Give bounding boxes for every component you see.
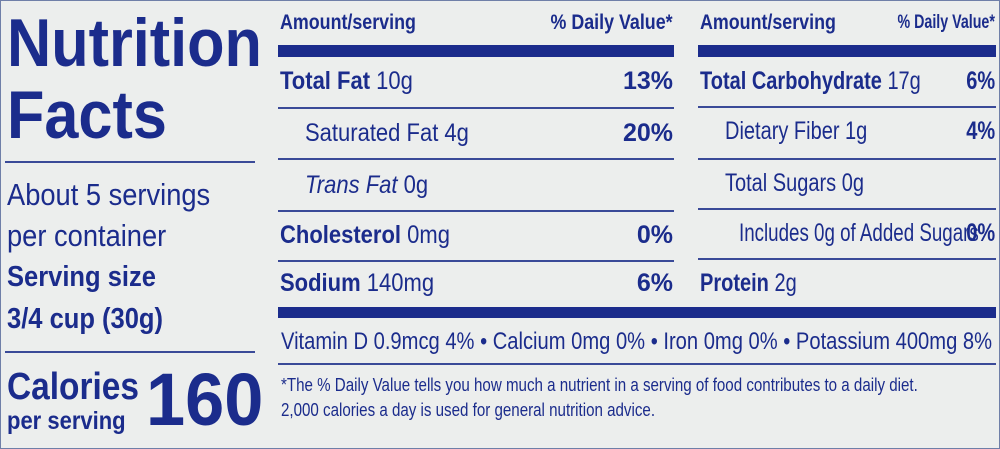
divider: [278, 210, 674, 212]
nutrient-name: Saturated Fat: [305, 119, 439, 147]
nutrient-amount: 1g: [845, 117, 868, 145]
servings-text: per container: [7, 218, 167, 253]
column-header: Amount/serving: [700, 11, 836, 34]
nutrient-name: Sodium: [280, 269, 361, 297]
divider: [698, 106, 996, 108]
column-header: % Daily Value*: [897, 12, 995, 33]
divider: [278, 158, 674, 160]
serving-size-label: Serving size: [7, 261, 156, 293]
nutrient-row: Total Sugars 0g: [725, 171, 864, 196]
nutrient-row: Dietary Fiber 1g: [725, 119, 867, 144]
nutrient-row: Trans Fat 0g: [305, 173, 428, 198]
title: Facts: [7, 77, 167, 153]
nutrient-row: Sodium 140mg: [280, 271, 434, 296]
nutrient-amount: 0g: [403, 171, 429, 199]
nutrient-row: Saturated Fat 4g: [305, 121, 469, 146]
nutrient-dv: 6%: [966, 67, 995, 95]
footnote: *The % Daily Value tells you how much a …: [281, 375, 918, 395]
divider: [278, 107, 674, 109]
nutrient-amount: 140mg: [366, 269, 435, 297]
title: Nutrition: [7, 5, 262, 81]
vitamins-line: Vitamin D 0.9mcg 4% • Calcium 0mg 0% • I…: [281, 328, 993, 355]
nutrient-dv: 6%: [636, 269, 673, 297]
divider: [5, 161, 255, 163]
calories-value: 160: [146, 358, 264, 441]
nutrient-dv: 13%: [622, 67, 673, 95]
footnote: 2,000 calories a day is used for general…: [281, 400, 656, 420]
divider: [278, 260, 674, 262]
thick-bar: [698, 45, 996, 57]
nutrient-amount: 4g: [444, 119, 469, 147]
serving-size-value: 3/4 cup (30g): [7, 303, 164, 335]
servings-text: About 5 servings: [7, 177, 211, 212]
nutrient-row: Cholesterol 0mg: [280, 223, 450, 248]
nutrient-amount: 2g: [774, 269, 797, 297]
thick-bar: [278, 307, 996, 318]
calories-label: Calories: [7, 366, 139, 408]
calories-sublabel: per serving: [7, 407, 126, 435]
nutrient-amount: 10g: [376, 67, 413, 95]
nutrient-name: Dietary Fiber: [725, 117, 840, 145]
column-header: % Daily Value*: [550, 11, 673, 34]
nutrient-name: Total Carbohydrate: [700, 67, 882, 95]
nutrient-dv: 0%: [636, 221, 673, 249]
nutrient-name: Includes 0g of Added Sugars: [739, 219, 979, 247]
divider: [698, 158, 996, 160]
nutrient-name: Cholesterol: [280, 221, 402, 249]
divider: [698, 208, 996, 210]
nutrient-row: Total Fat 10g: [280, 69, 413, 94]
nutrient-row: Protein 2g: [700, 271, 797, 296]
column-header: Amount/serving: [280, 11, 416, 34]
nutrient-amount: 0g: [841, 169, 864, 197]
nutrient-dv: 0%: [966, 219, 995, 247]
nutrient-dv: 20%: [622, 119, 673, 147]
thick-bar: [278, 45, 674, 57]
nutrient-amount: 17g: [887, 67, 921, 95]
nutrient-name: Protein: [700, 269, 769, 297]
nutrient-name: Trans Fat: [305, 171, 398, 199]
nutrient-amount: 0mg: [407, 221, 450, 249]
nutrient-name: Total Sugars: [725, 169, 837, 197]
divider: [698, 258, 996, 260]
nutrient-row: Total Carbohydrate 17g: [700, 69, 921, 94]
divider: [5, 351, 255, 353]
divider: [278, 363, 996, 365]
nutrient-name: Total Fat: [280, 67, 371, 95]
nutrient-dv: 4%: [966, 117, 995, 145]
nutrient-row: Includes 0g of Added Sugars: [739, 221, 979, 246]
